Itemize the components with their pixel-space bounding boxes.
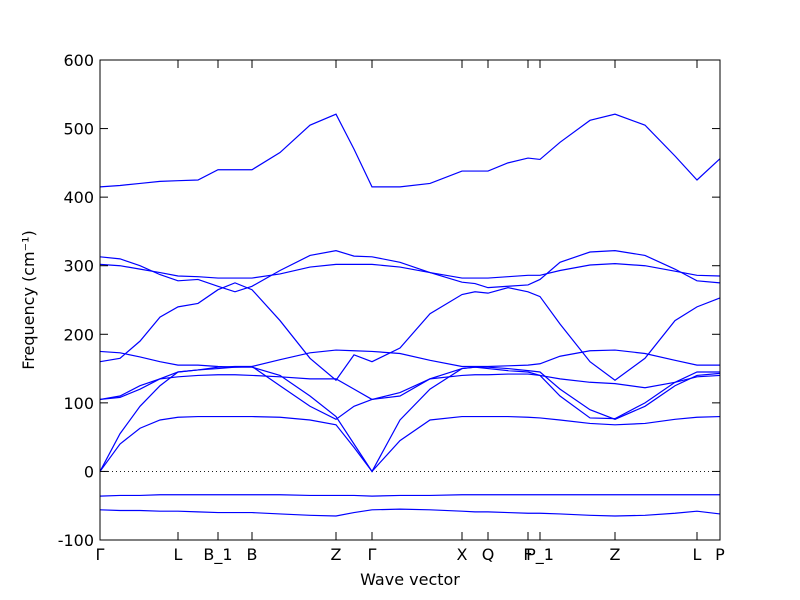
band-line xyxy=(99,373,721,401)
y-tick-label: 100 xyxy=(63,394,94,413)
x-tick-label: F xyxy=(523,545,532,564)
y-tick-label: 400 xyxy=(63,188,94,207)
x-axis-label: Wave vector xyxy=(360,570,460,589)
x-tick-label: Z xyxy=(610,545,621,564)
x-tick-label: X xyxy=(457,545,468,564)
x-tick-label: B xyxy=(247,545,258,564)
x-tick-label: P_1 xyxy=(526,545,554,565)
band-line xyxy=(99,415,721,473)
y-tick-label: 500 xyxy=(63,120,94,139)
plot-frame xyxy=(99,59,721,541)
band-line xyxy=(99,250,721,293)
y-tick-label: 600 xyxy=(63,51,94,70)
x-tick-label: B_1 xyxy=(203,545,232,565)
band-line xyxy=(99,366,721,473)
x-tick-label: Z xyxy=(331,545,342,564)
x-tick-label: Q xyxy=(482,545,495,564)
x-tick-label: L xyxy=(693,545,702,564)
band-line xyxy=(99,508,721,517)
band-line xyxy=(99,349,720,368)
y-tick-label: 0 xyxy=(84,462,94,481)
x-tick-label: P xyxy=(715,545,725,564)
x-tick-label: Γ xyxy=(96,545,105,564)
x-tick-label: L xyxy=(174,545,183,564)
y-tick-label: 200 xyxy=(63,325,94,344)
band-line xyxy=(99,282,721,382)
y-tick-label: -100 xyxy=(58,531,94,550)
band-line xyxy=(99,494,720,497)
y-tick-label: 300 xyxy=(63,257,94,276)
band-line xyxy=(99,113,721,188)
band-line xyxy=(99,263,721,279)
y-axis-label: Frequency (cm⁻¹) xyxy=(19,230,38,369)
x-tick-label: Γ xyxy=(368,545,377,564)
